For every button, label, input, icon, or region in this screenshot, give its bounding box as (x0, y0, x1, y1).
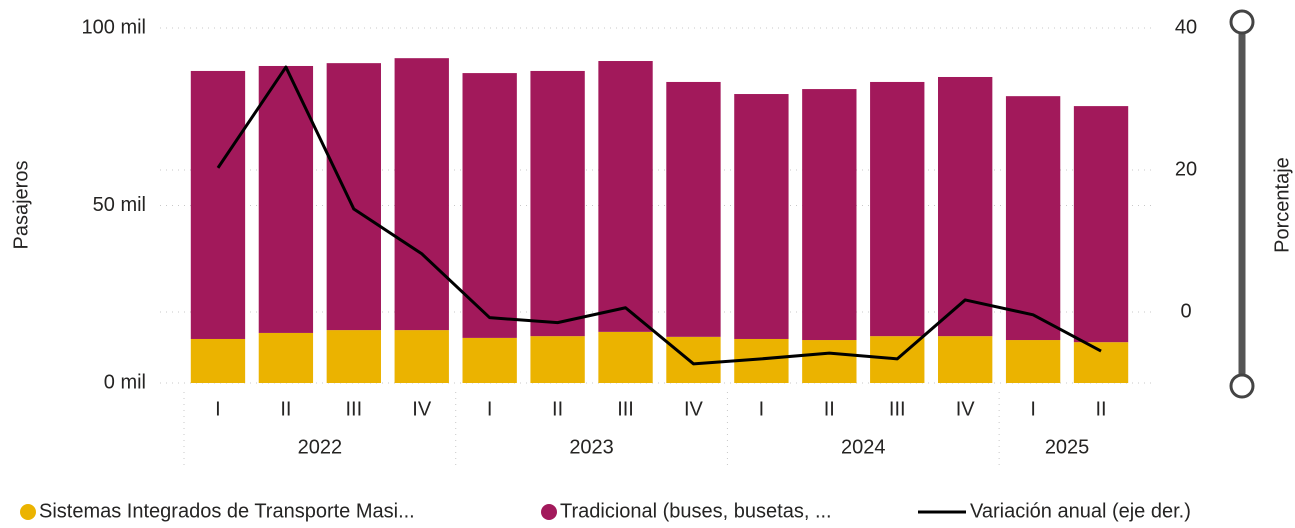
x-group-label: 2022 (298, 436, 343, 458)
bar (190, 70, 246, 339)
x-tick-label: IV (684, 398, 704, 420)
x-tick-label: II (824, 398, 835, 420)
y-axis-title: Pasajeros (10, 161, 32, 250)
x-tick-label: II (1095, 398, 1106, 420)
bar (394, 330, 449, 383)
y-tick-label: 0 mil (104, 371, 146, 393)
x-tick-label: IV (956, 398, 976, 420)
legend-label: Tradicional (buses, busetas, ... (560, 500, 832, 522)
bar (666, 81, 721, 337)
bar (1073, 342, 1129, 383)
bar (870, 81, 925, 337)
y2-axis-title: Porcentaje (1271, 157, 1293, 253)
bar (462, 73, 517, 338)
bar (802, 89, 857, 341)
bar (258, 332, 314, 383)
x-group-label: 2024 (841, 436, 886, 458)
x-tick-label: IV (412, 398, 432, 420)
y2-tick-label: 40 (1175, 16, 1197, 38)
x-tick-label: I (215, 398, 221, 420)
x-tick-label: II (552, 398, 563, 420)
bar (802, 340, 857, 383)
legend-swatch (20, 504, 36, 520)
bar (530, 70, 585, 337)
legend-label: Sistemas Integrados de Transporte Masi..… (39, 500, 415, 522)
bar (258, 65, 314, 333)
y2-tick-label: 20 (1175, 158, 1197, 180)
bar (1005, 96, 1061, 341)
y2-tick-label: 0 (1180, 300, 1191, 322)
line-series (216, 65, 1102, 366)
slider-handle[interactable] (1229, 373, 1255, 399)
y-tick-label: 50 mil (93, 194, 146, 216)
bar (326, 330, 381, 383)
bar (938, 76, 993, 337)
x-group-label: 2025 (1045, 436, 1090, 458)
legend-label: Variación anual (eje der.) (970, 500, 1191, 522)
bar (938, 336, 993, 383)
bar (190, 338, 246, 383)
x-tick-label: III (889, 398, 906, 420)
bar (598, 61, 653, 332)
range-slider[interactable] (1229, 9, 1255, 399)
x-tick-label: I (1030, 398, 1036, 420)
y-tick-label: 100 mil (82, 16, 146, 38)
x-group-label: 2023 (569, 436, 614, 458)
x-tick-label: III (617, 398, 634, 420)
x-tick-label: II (280, 398, 291, 420)
legend-swatch (541, 504, 557, 520)
bar (1005, 340, 1061, 383)
x-tick-label: I (759, 398, 765, 420)
bar (666, 336, 721, 383)
bar (1073, 106, 1129, 343)
x-tick-label: I (487, 398, 493, 420)
x-tick-label: III (345, 398, 362, 420)
bar (530, 336, 585, 383)
bar (462, 337, 517, 383)
bar (598, 331, 653, 383)
bar (326, 63, 381, 331)
slider-handle[interactable] (1229, 9, 1255, 35)
bar (394, 58, 449, 331)
bar (734, 94, 789, 339)
